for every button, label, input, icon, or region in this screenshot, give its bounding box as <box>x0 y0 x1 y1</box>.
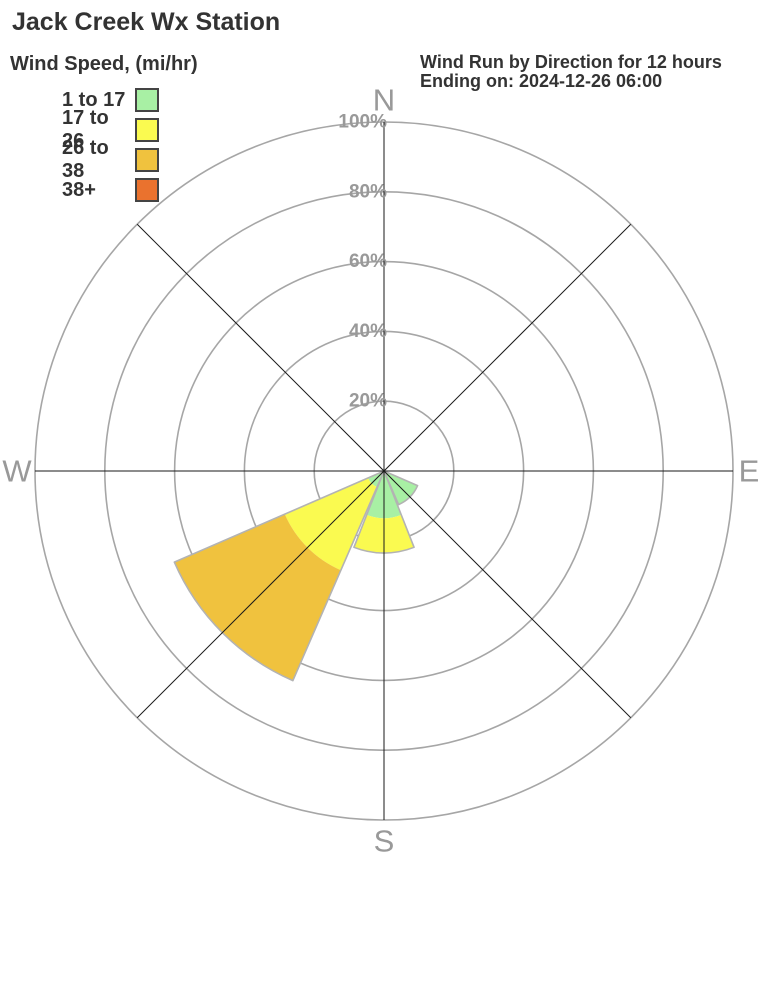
legend-row: 1 to 17 <box>62 85 159 115</box>
radial-tick-label-40: 40% <box>349 321 387 342</box>
legend-row: 17 to 26 <box>62 107 159 152</box>
radial-tick-label-20: 20% <box>349 391 387 412</box>
compass-label-W: W <box>2 454 32 489</box>
compass-label-S: S <box>374 824 395 859</box>
radial-tick-label-100: 100% <box>338 112 387 133</box>
chart-subtitle-line2: Ending on: 2024-12-26 06:00 <box>420 71 663 91</box>
legend-swatch <box>135 88 159 112</box>
legend-label: 38+ <box>62 178 96 201</box>
chart-subtitle: Wind Run by Direction for 12 hours Endin… <box>420 53 722 91</box>
page-title: Jack Creek Wx Station <box>12 8 281 36</box>
legend-label: 26 to 38 <box>62 137 109 182</box>
compass-label-E: E <box>739 454 760 489</box>
radial-tick-label-60: 60% <box>349 251 387 272</box>
legend-row: 38+ <box>62 175 159 205</box>
legend-swatch <box>135 148 159 172</box>
legend-label: 17 to 26 <box>62 107 109 152</box>
legend-label: 1 to 17 <box>62 88 126 111</box>
legend-swatch <box>135 118 159 142</box>
legend-row: 26 to 38 <box>62 137 159 182</box>
legend-swatch <box>135 178 159 202</box>
chart-subtitle-line1: Wind Run by Direction for 12 hours <box>420 52 722 72</box>
legend-title: Wind Speed, (mi/hr) <box>10 53 198 75</box>
spoke-SE-NW <box>136 223 632 719</box>
compass-label-N: N <box>373 83 395 118</box>
wind-speed-legend: 1 to 17 17 to 26 26 to 38 38+ <box>62 85 159 205</box>
radial-tick-label-80: 80% <box>349 181 387 202</box>
